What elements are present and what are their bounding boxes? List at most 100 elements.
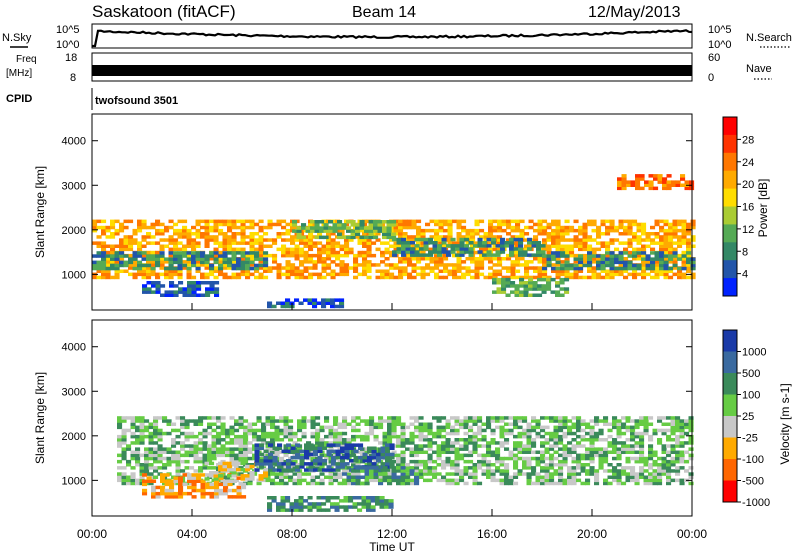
power-cell bbox=[146, 266, 152, 270]
power-cell bbox=[510, 225, 516, 230]
velocity-cell bbox=[490, 469, 496, 473]
velocity-cell bbox=[126, 416, 132, 420]
velocity-cell bbox=[238, 447, 244, 451]
velocity-cell bbox=[211, 447, 217, 451]
velocity-cell bbox=[286, 468, 292, 472]
power-cell bbox=[182, 290, 188, 294]
power-cell bbox=[341, 226, 347, 230]
velocity-cell bbox=[571, 459, 577, 464]
power-cell bbox=[662, 183, 668, 187]
velocity-cell bbox=[180, 419, 186, 423]
velocity-cell bbox=[328, 447, 334, 451]
velocity-cell bbox=[679, 450, 685, 454]
velocity-cell bbox=[639, 422, 645, 426]
power-cell bbox=[258, 263, 264, 268]
velocity-cell bbox=[499, 419, 505, 423]
power-cell bbox=[569, 250, 575, 255]
velocity-cell bbox=[121, 434, 127, 439]
power-cell bbox=[416, 241, 422, 245]
velocity-cell bbox=[553, 469, 559, 473]
power-cell bbox=[541, 277, 547, 282]
power-cell bbox=[560, 232, 566, 236]
velocity-cell bbox=[495, 447, 501, 451]
velocity-cell bbox=[213, 471, 219, 475]
x-tick-label: 12:00 bbox=[377, 527, 407, 541]
velocity-cell bbox=[117, 444, 123, 448]
power-cell bbox=[150, 241, 156, 245]
power-cell bbox=[441, 247, 447, 251]
power-cell bbox=[627, 238, 633, 242]
power-cell bbox=[236, 241, 242, 245]
power-band-5 bbox=[392, 237, 546, 257]
power-cell bbox=[401, 241, 407, 245]
velocity-cell bbox=[472, 466, 478, 470]
power-cell bbox=[668, 235, 674, 239]
velocity-cell bbox=[517, 472, 523, 476]
power-cell bbox=[195, 228, 201, 233]
velocity-cell bbox=[169, 485, 175, 490]
power-cell bbox=[506, 253, 512, 258]
velocity-cell bbox=[142, 482, 148, 487]
velocity-cell bbox=[684, 450, 690, 454]
velocity-cell bbox=[657, 469, 663, 473]
power-cell bbox=[114, 272, 120, 277]
velocity-cell bbox=[376, 459, 382, 463]
power-cell bbox=[456, 275, 462, 280]
power-cell bbox=[173, 244, 179, 248]
velocity-cell bbox=[553, 481, 559, 486]
velocity-cell bbox=[285, 496, 291, 500]
velocity-cell bbox=[688, 425, 694, 430]
power-cell bbox=[627, 272, 633, 277]
velocity-cell bbox=[213, 474, 219, 478]
power-cell bbox=[429, 219, 435, 224]
velocity-cell bbox=[648, 450, 654, 454]
velocity-cell bbox=[445, 444, 451, 448]
velocity-cell bbox=[331, 459, 337, 463]
velocity-cell bbox=[670, 431, 676, 436]
power-cell bbox=[578, 275, 584, 280]
power-cell bbox=[335, 250, 341, 255]
power-cell bbox=[373, 229, 379, 233]
velocity-cell bbox=[612, 438, 618, 442]
velocity-cell bbox=[526, 438, 532, 442]
power-cell bbox=[396, 237, 402, 242]
power-cell bbox=[515, 263, 521, 267]
power-cell bbox=[137, 269, 143, 273]
velocity-cell bbox=[388, 505, 394, 509]
power-cell bbox=[186, 266, 192, 271]
velocity-cell bbox=[454, 463, 460, 467]
power-cell bbox=[614, 254, 620, 258]
velocity-cell bbox=[169, 488, 175, 493]
velocity-cell bbox=[472, 472, 478, 476]
power-cell bbox=[564, 272, 570, 277]
power-cell bbox=[335, 253, 341, 258]
velocity-cell bbox=[436, 431, 442, 436]
power-cell bbox=[501, 281, 507, 285]
velocity-cell bbox=[517, 434, 523, 439]
velocity-cell bbox=[157, 438, 163, 442]
power-cell bbox=[636, 222, 642, 227]
power-cell bbox=[443, 257, 449, 261]
velocity-cell bbox=[243, 447, 249, 451]
power-cell bbox=[137, 266, 143, 271]
power-cell bbox=[101, 247, 107, 252]
velocity-cell bbox=[364, 438, 370, 442]
power-cell bbox=[546, 247, 552, 252]
velocity-cell bbox=[148, 441, 154, 445]
velocity-cell bbox=[180, 444, 186, 448]
velocity-cell bbox=[427, 453, 433, 458]
power-cell bbox=[510, 263, 516, 267]
velocity-cell bbox=[379, 499, 385, 503]
power-cell bbox=[582, 257, 588, 261]
velocity-cell bbox=[585, 453, 591, 458]
velocity-cell bbox=[517, 441, 523, 445]
power-cell bbox=[186, 251, 192, 255]
velocity-cell bbox=[191, 488, 197, 493]
power-cell bbox=[650, 269, 656, 273]
power-cell bbox=[222, 219, 228, 224]
velocity-cell bbox=[352, 505, 358, 509]
velocity-cell bbox=[142, 479, 148, 483]
power-cell bbox=[680, 183, 686, 187]
power-cell bbox=[428, 241, 434, 245]
